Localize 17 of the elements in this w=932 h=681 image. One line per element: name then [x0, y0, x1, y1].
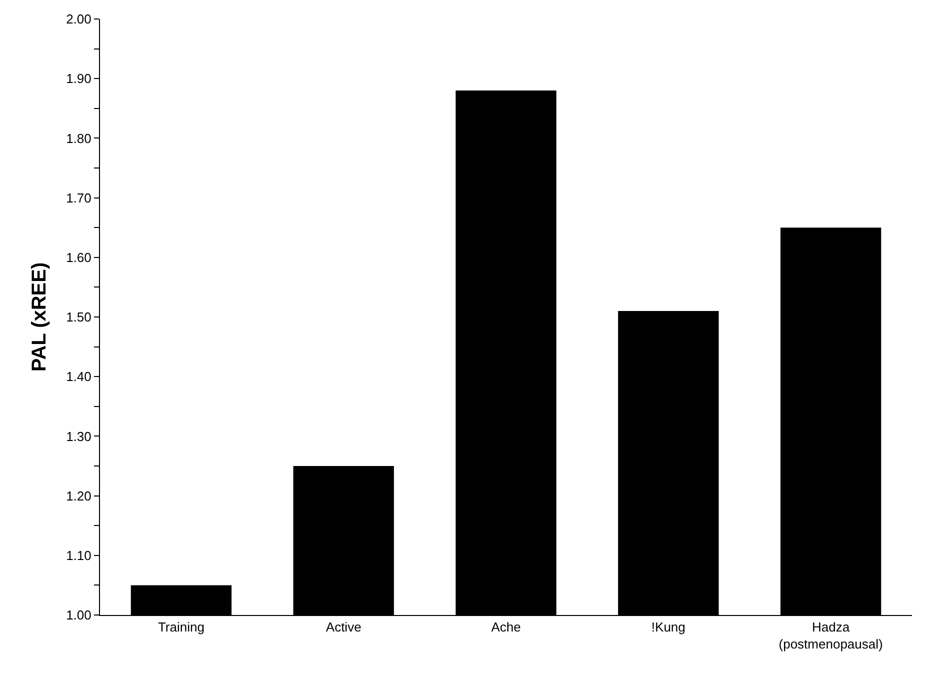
x-tick-label: Active: [326, 620, 362, 635]
y-tick-label: 1.00: [66, 608, 92, 623]
y-tick-label: 1.50: [66, 310, 92, 325]
y-tick-label: 1.20: [66, 488, 92, 504]
y-tick-label: 2.00: [66, 12, 92, 27]
x-tick-label: Training: [158, 620, 204, 635]
y-tick-label: 1.70: [66, 190, 92, 206]
x-tick-label: Hadza (postmenopausal): [778, 620, 883, 652]
y-tick-label: 1.80: [66, 130, 92, 146]
y-tick-label: 1.60: [66, 250, 92, 265]
x-tick-label: Ache: [491, 620, 521, 635]
x-tick-label: !Kung: [651, 620, 686, 635]
y-tick-label: 1.40: [66, 369, 92, 384]
y-tick-label: 1.90: [66, 71, 92, 86]
y-tick-label: 1.30: [66, 428, 92, 444]
y-tick-label: 1.10: [66, 548, 92, 563]
y-axis-title: PAL (xREE): [28, 262, 51, 372]
